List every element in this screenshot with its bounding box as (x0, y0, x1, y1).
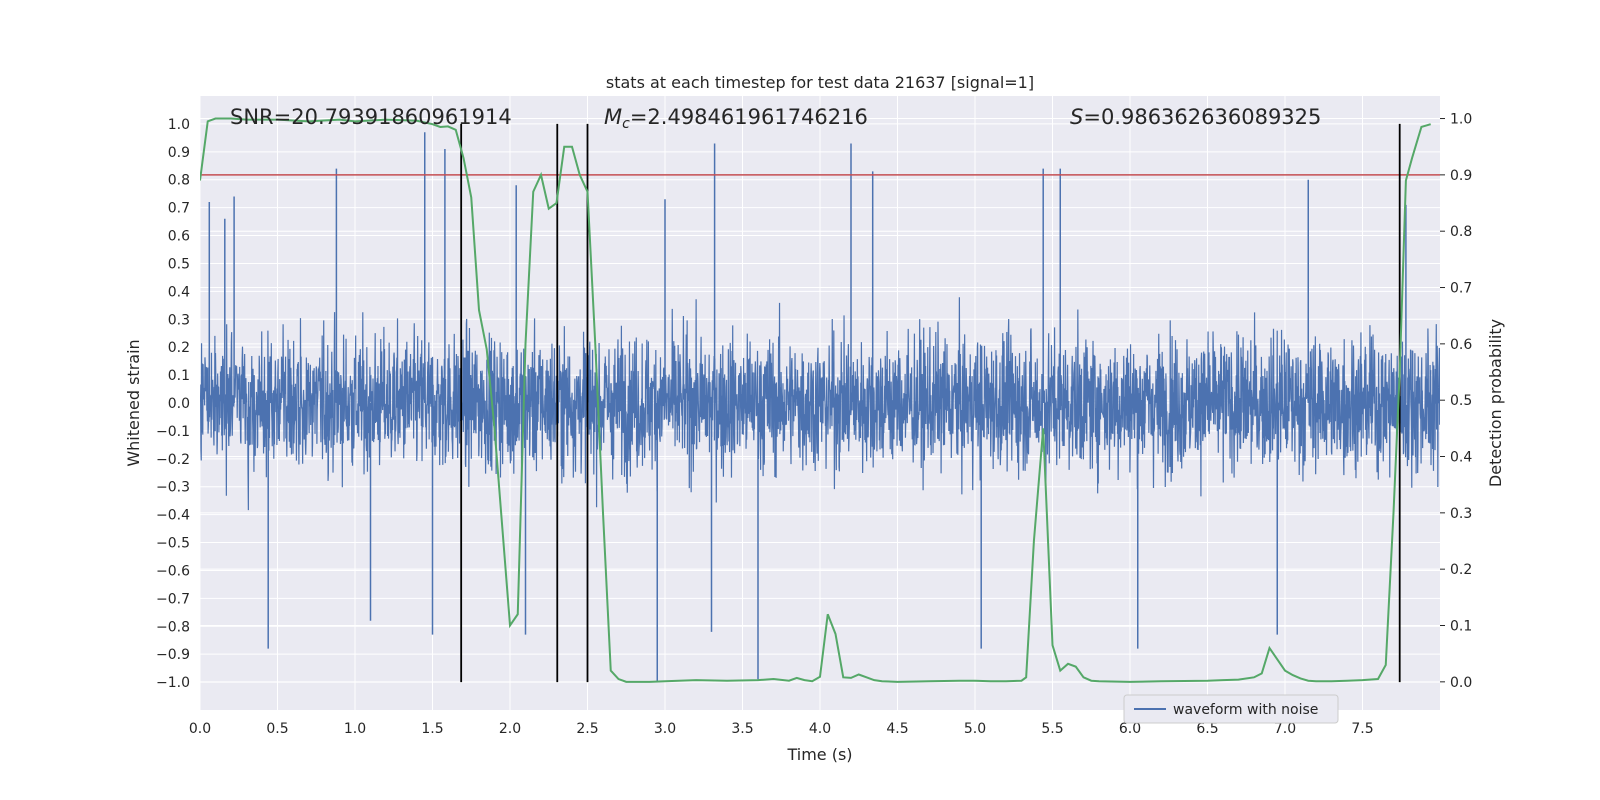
y2-tick-label: 1.0 (1450, 112, 1472, 128)
x-tick-label: 2.5 (576, 721, 598, 737)
x-tick-labels: 0.0 0.5 1.0 1.5 2.0 2.5 3.0 3.5 4.0 4.5 5.0 5.5 6.0 6… (189, 721, 1374, 737)
x-tick-label: 4.5 (886, 721, 908, 737)
mc-symbol: M (604, 105, 622, 129)
y2-tick-label: 0.1 (1450, 619, 1472, 635)
y2-tick-label: 0.6 (1450, 337, 1472, 353)
y-tick-label: −0.7 (156, 591, 190, 607)
x-tick-label: 3.0 (654, 721, 676, 737)
vertical-marker-lines (460, 123, 1401, 683)
y-tick-label: −0.1 (156, 424, 190, 440)
y-tick-label: 0.7 (168, 201, 190, 217)
s-value: =0.986362636089325 (1083, 105, 1321, 129)
chart-title: stats at each timestep for test data 216… (606, 73, 1034, 92)
y-tick-label: −1.0 (156, 675, 190, 691)
x-axis-label: Time (s) (786, 745, 852, 764)
y-tick-labels: −1.0 −0.9 −0.8 −0.7 −0.6 −0.5 −0.4 −0.3 −0.2 −0.1… (156, 117, 190, 691)
mc-value: =2.498461961746216 (630, 105, 868, 129)
y2-axis-label: Detection probability (1486, 319, 1505, 487)
y-tick-label: 0.6 (168, 229, 190, 245)
snr-annotation: SNR=20.79391860961914 (230, 105, 512, 129)
legend-entry: waveform with noise (1173, 702, 1318, 718)
waveform-series (200, 132, 1440, 683)
y2-tick-label: 0.8 (1450, 224, 1472, 240)
y2-tick-label: 0.0 (1450, 675, 1472, 691)
x-tick-label: 1.5 (421, 721, 443, 737)
x-tick-label: 7.5 (1351, 721, 1373, 737)
waveform-line (200, 297, 1440, 511)
y2-tick-label: 0.7 (1450, 281, 1472, 297)
x-tick-label: 6.5 (1196, 721, 1218, 737)
x-tick-label: 3.5 (731, 721, 753, 737)
snr-prefix: SNR (230, 105, 274, 129)
y-tick-label: −0.5 (156, 536, 190, 552)
mc-subscript: c (622, 116, 630, 132)
y-tick-label: 1.0 (168, 117, 190, 133)
y-tick-label: 0.1 (168, 368, 190, 384)
x-tick-label: 1.0 (344, 721, 366, 737)
y2-tick-label: 0.9 (1450, 168, 1472, 184)
y2-tick-label: 0.2 (1450, 562, 1472, 578)
x-tick-label: 5.5 (1041, 721, 1063, 737)
detection-probability-line (200, 117, 1431, 683)
y-tick-label: −0.8 (156, 619, 190, 635)
s-symbol: S (1070, 105, 1083, 129)
y-tick-label: −0.6 (156, 563, 190, 579)
x-tick-label: 5.0 (964, 721, 986, 737)
x-tick-label: 4.0 (809, 721, 831, 737)
y-tick-label: 0.9 (168, 145, 190, 161)
y-axis-label: Whitened strain (124, 339, 143, 466)
y2-tick-labels: 0.0 0.1 0.2 0.3 0.4 0.5 0.6 0.7 0.8 0.9 1.0 (1440, 112, 1472, 691)
y-tick-label: 0.8 (168, 173, 190, 189)
y-tick-label: −0.3 (156, 480, 190, 496)
y-tick-label: 0.3 (168, 312, 190, 328)
y-tick-label: −0.2 (156, 452, 190, 468)
y-tick-label: 0.5 (168, 256, 190, 272)
y2-tick-label: 0.3 (1450, 506, 1472, 522)
x-tick-label: 0.5 (266, 721, 288, 737)
chart-mass-annotation: Mc=2.498461961746216 (604, 105, 868, 132)
legend: waveform with noise (1123, 694, 1339, 724)
y-tick-label: −0.9 (156, 647, 190, 663)
x-tick-label: 0.0 (189, 721, 211, 737)
y2-tick-label: 0.5 (1450, 393, 1472, 409)
snr-value: =20.79391860961914 (274, 105, 512, 129)
s-annotation: S=0.986362636089325 (1070, 105, 1321, 129)
x-tick-label: 6.0 (1119, 721, 1141, 737)
y-tick-label: 0.0 (168, 396, 190, 412)
y-tick-label: 0.4 (168, 284, 190, 300)
y-tick-label: −0.4 (156, 508, 190, 524)
y2-tick-label: 0.4 (1450, 450, 1472, 466)
probability-series (200, 117, 1431, 683)
x-tick-label: 7.0 (1274, 721, 1296, 737)
y-tick-label: 0.2 (168, 340, 190, 356)
legend-box (1123, 694, 1339, 724)
x-tick-label: 2.0 (499, 721, 521, 737)
